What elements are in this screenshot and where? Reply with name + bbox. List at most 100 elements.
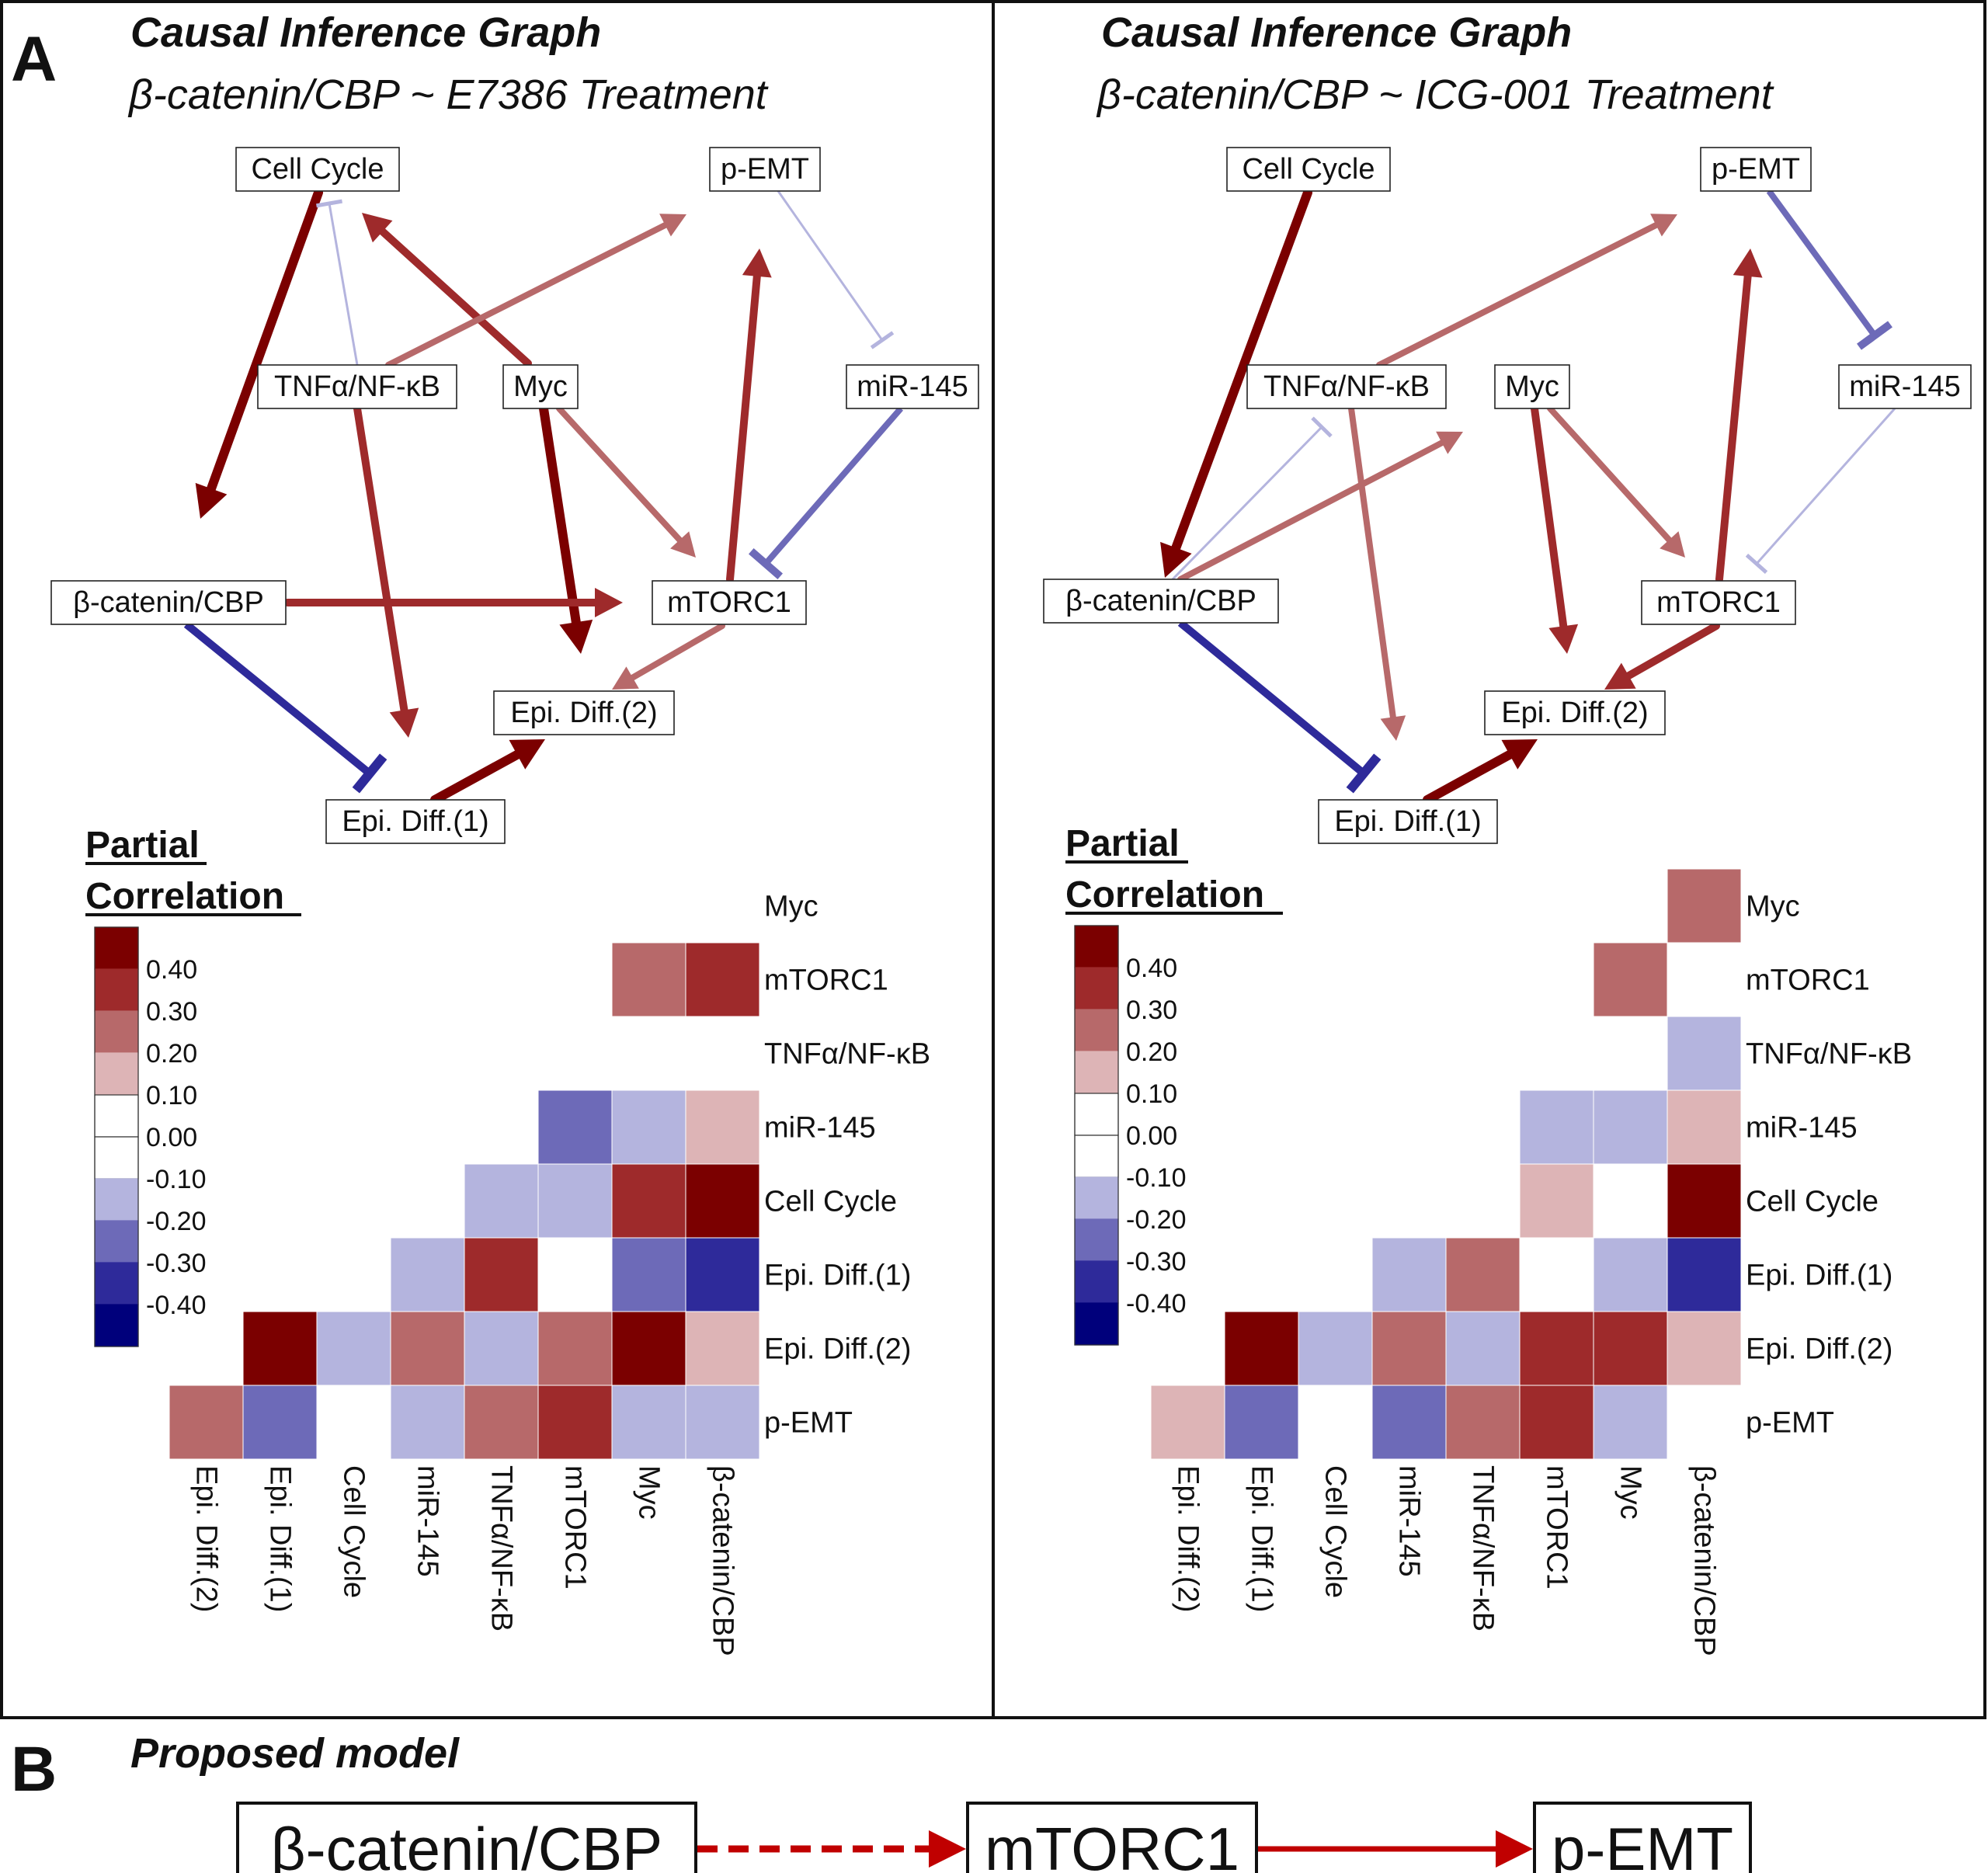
left-legend: Partial Correlation 0.40 0.30 0.20 0.10 0.00… xyxy=(85,825,301,1347)
panel-b-title: Proposed model xyxy=(130,1730,460,1777)
model-box-mtorc1-label: mTORC1 xyxy=(985,1815,1239,1873)
legend-tick-label: 0.10 xyxy=(1126,1079,1177,1109)
left-node-mir145-label: miR-145 xyxy=(857,370,968,403)
left-node-myc[interactable]: Myc xyxy=(502,364,579,409)
left-heat-col-label: Epi. Diff.(1) xyxy=(264,1465,297,1612)
left-node-mtorc1[interactable]: mTORC1 xyxy=(652,580,807,625)
right-legend-title-2: Correlation xyxy=(1065,874,1264,916)
right-edge-myc-to-epi2 xyxy=(1531,405,1579,654)
legend-tick-label: -0.20 xyxy=(146,1207,207,1236)
right-heat-row-label: Myc xyxy=(1746,891,1800,923)
left-heat-cell xyxy=(464,1385,539,1460)
left-node-p-emt[interactable]: p-EMT xyxy=(709,147,821,192)
left-node-cell-cycle[interactable]: Cell Cycle xyxy=(235,147,400,192)
left-graph-title: Causal Inference Graph xyxy=(130,9,601,56)
left-heat-row-label: Myc xyxy=(764,891,818,923)
left-heat-cell xyxy=(611,1016,686,1091)
right-heat-cell xyxy=(1667,868,1742,943)
right-heat-cell xyxy=(1519,1163,1594,1239)
left-heat-cell xyxy=(242,1311,318,1386)
model-arrowhead-1 xyxy=(929,1830,966,1868)
right-heat-cell xyxy=(1667,1311,1742,1386)
right-node-p-emt[interactable]: p-EMT xyxy=(1700,147,1812,192)
right-graph-title: Causal Inference Graph xyxy=(1101,9,1572,56)
left-edge-tnf-to-cell_cycle xyxy=(316,199,359,366)
model-box-mtorc1[interactable]: mTORC1 xyxy=(966,1802,1258,1873)
right-edge-bcat-to-myc xyxy=(1177,431,1463,582)
right-heat-cell xyxy=(1445,1385,1521,1460)
right-node-epi1[interactable]: Epi. Diff.(1) xyxy=(1318,799,1498,844)
left-graph-nodes: Cell Cycle p-EMT TNFα/NF-κB Myc miR-145 … xyxy=(50,147,979,844)
right-heat-col-label: TNFα/NF-κB xyxy=(1467,1465,1500,1631)
left-graph-edges xyxy=(183,188,904,804)
right-heat-row-label: miR-145 xyxy=(1746,1112,1858,1145)
right-heat-cell xyxy=(1667,1016,1742,1091)
left-node-bcat[interactable]: β-catenin/CBP xyxy=(50,580,287,625)
left-node-epi1[interactable]: Epi. Diff.(1) xyxy=(325,799,506,844)
right-edge-bcat-to-tnf xyxy=(1171,416,1333,581)
left-heat-cell xyxy=(685,868,760,943)
right-heat-cell xyxy=(1667,1089,1742,1165)
legend-swatch xyxy=(1074,1093,1119,1136)
right-edge-tnf-to-epi1 xyxy=(1348,405,1406,741)
right-heat-cell xyxy=(1519,1089,1594,1165)
left-heat-row-label: miR-145 xyxy=(764,1112,876,1145)
right-node-mir145-label: miR-145 xyxy=(1849,370,1961,403)
left-heat-cell xyxy=(464,1089,539,1165)
right-node-myc-label: Myc xyxy=(1505,370,1559,403)
right-heat-col-label: mTORC1 xyxy=(1541,1465,1573,1590)
legend-swatch xyxy=(94,1094,139,1138)
left-edge-p_emt-to-mir145 xyxy=(777,190,895,349)
legend-tick-label: 0.40 xyxy=(1126,954,1177,983)
right-node-bcat[interactable]: β-catenin/CBP xyxy=(1043,579,1279,624)
left-node-tnf[interactable]: TNFα/NF-κB xyxy=(257,364,457,409)
right-node-tnf-label: TNFα/NF-κB xyxy=(1263,370,1430,403)
right-node-mtorc1[interactable]: mTORC1 xyxy=(1641,580,1796,625)
right-node-cell-cycle[interactable]: Cell Cycle xyxy=(1226,147,1391,192)
legend-swatch xyxy=(94,926,139,970)
right-node-mtorc1-label: mTORC1 xyxy=(1656,586,1781,619)
left-legend-title-2: Correlation xyxy=(85,876,284,917)
legend-tick-label: 0.40 xyxy=(146,955,197,985)
model-box-p-emt[interactable]: p-EMT xyxy=(1533,1802,1752,1873)
left-heat-cell xyxy=(390,1237,465,1312)
left-edge-mir145-to-mtorc1 xyxy=(749,406,904,580)
right-graph-nodes: Cell Cycle p-EMT TNFα/NF-κB Myc miR-145 … xyxy=(1043,147,1972,844)
right-node-epi1-label: Epi. Diff.(1) xyxy=(1334,805,1481,838)
right-edge-epi1-to-epi2 xyxy=(1423,739,1538,804)
left-heat-cell xyxy=(464,1237,539,1312)
left-node-myc-label: Myc xyxy=(513,370,568,403)
right-node-mir145[interactable]: miR-145 xyxy=(1838,364,1972,409)
right-heat-col-label: Epi. Diff.(2) xyxy=(1172,1465,1204,1612)
left-heat-cell xyxy=(464,1163,539,1239)
right-node-tnf[interactable]: TNFα/NF-κB xyxy=(1246,364,1447,409)
legend-tick-label: 0.10 xyxy=(146,1081,197,1110)
left-heat-cell xyxy=(611,1089,686,1165)
model-box-bcat[interactable]: β-catenin/CBP xyxy=(236,1802,697,1873)
left-heat-cell xyxy=(611,1385,686,1460)
left-node-mir145[interactable]: miR-145 xyxy=(846,364,979,409)
right-graph-subtitle: β-catenin/CBP ~ ICG-001 Treatment xyxy=(1096,71,1774,118)
legend-swatch xyxy=(94,1136,139,1180)
legend-tick-label: -0.10 xyxy=(1126,1163,1187,1193)
right-heat-cell xyxy=(1150,1385,1225,1460)
legend-swatch xyxy=(1074,1218,1119,1262)
left-heat-row-label: mTORC1 xyxy=(764,964,888,997)
legend-tick-label: -0.30 xyxy=(146,1249,207,1278)
left-heat-cell xyxy=(169,1385,244,1460)
left-heat-cell xyxy=(685,1016,760,1091)
left-edge-bcat-to-epi1 xyxy=(183,621,388,794)
left-heat-cell xyxy=(390,1311,465,1386)
right-node-epi2[interactable]: Epi. Diff.(2) xyxy=(1484,690,1666,735)
right-heat-cell xyxy=(1224,1385,1299,1460)
legend-swatch xyxy=(1074,925,1119,968)
left-edge-myc-to-epi2 xyxy=(539,404,593,654)
left-heat-col-label: Epi. Diff.(2) xyxy=(190,1465,223,1612)
right-legend: Partial Correlation 0.40 0.30 0.20 0.10 0.00… xyxy=(1065,823,1283,1346)
right-heat-row-label: Cell Cycle xyxy=(1746,1186,1879,1218)
right-heat-row-label: TNFα/NF-κB xyxy=(1746,1038,1912,1071)
right-edge-mtorc1-to-epi2 xyxy=(1604,622,1720,690)
left-node-epi2[interactable]: Epi. Diff.(2) xyxy=(493,690,675,735)
right-node-myc[interactable]: Myc xyxy=(1494,364,1570,409)
